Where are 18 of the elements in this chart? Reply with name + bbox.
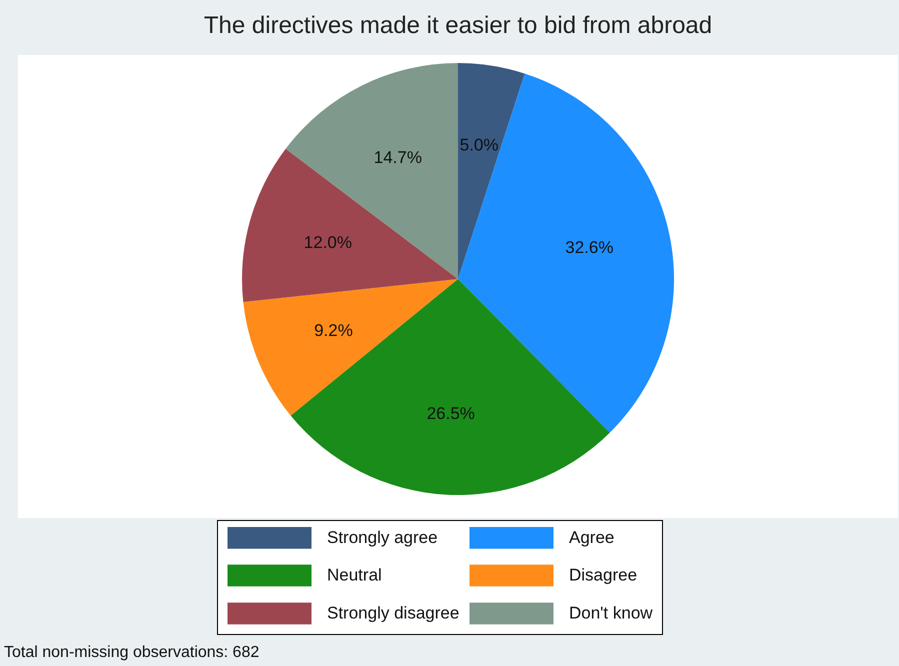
legend-label: Agree [569, 528, 614, 547]
data-label: 9.2% [314, 321, 353, 340]
legend-label: Disagree [569, 566, 638, 584]
data-label: 5.0% [460, 136, 498, 155]
data-label: 32.6% [565, 238, 614, 257]
pie-slice [242, 148, 458, 302]
data-label: 14.7% [374, 148, 422, 168]
text: Total non-missing observations: 682 [4, 644, 260, 662]
legend-label: Neutral [327, 566, 382, 584]
legend-label: Strongly agree [327, 528, 438, 547]
pie-slice [458, 63, 525, 279]
legend-label: Strongly disagree [327, 604, 460, 622]
pie-slice [286, 63, 458, 279]
data-label: 26.5% [426, 404, 475, 423]
pie-slice [290, 279, 610, 495]
chart-title: The directives made it easier to bid from abroad [204, 12, 712, 39]
legend-label: Don't know [569, 604, 654, 622]
data-label: 12.0% [304, 232, 352, 252]
